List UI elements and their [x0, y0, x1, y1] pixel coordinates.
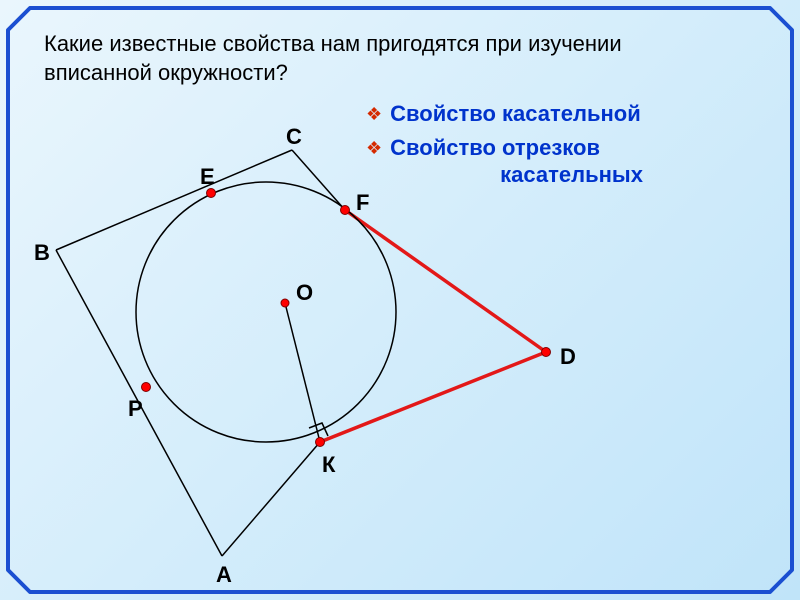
label-K: К [322, 452, 335, 478]
bullet-marker-icon: ❖ [366, 104, 382, 125]
label-P: P [128, 396, 143, 422]
label-F: F [356, 190, 369, 216]
point-F-dot [341, 206, 350, 215]
label-A: A [216, 562, 232, 588]
point-P-dot [142, 383, 151, 392]
bullet-item: ❖ Свойство касательной [366, 100, 643, 128]
question-line1: Какие известные свойства нам пригодятся … [44, 31, 622, 56]
label-C: C [286, 124, 302, 150]
question-line2: вписанной окружности? [44, 60, 288, 85]
label-O: О [296, 280, 313, 306]
question-text: Какие известные свойства нам пригодятся … [44, 30, 756, 87]
point-O-dot [281, 299, 289, 307]
edge-BC [56, 150, 292, 250]
inscribed-circle [136, 182, 396, 442]
right-angle-marker [309, 423, 328, 436]
content-area: Какие известные свойства нам пригодятся … [44, 30, 756, 93]
edge-DK-red [320, 352, 546, 442]
label-E: E [200, 164, 215, 190]
label-D: D [560, 344, 576, 370]
edge-CF-black [292, 150, 345, 210]
point-K-dot [316, 438, 325, 447]
bullet-item: ❖ Свойство отрезков касательных [366, 134, 643, 189]
point-D-dot [542, 348, 551, 357]
bullet-text: Свойство касательной [390, 100, 641, 128]
edge-FD-red [345, 210, 546, 352]
edge-KA-black [222, 442, 320, 556]
bullet-marker-icon: ❖ [366, 138, 382, 159]
label-B: B [34, 240, 50, 266]
radius-OK [285, 303, 320, 442]
bullet-list: ❖ Свойство касательной ❖ Свойство отрезк… [366, 100, 643, 195]
bullet-text: Свойство отрезков касательных [390, 134, 643, 189]
